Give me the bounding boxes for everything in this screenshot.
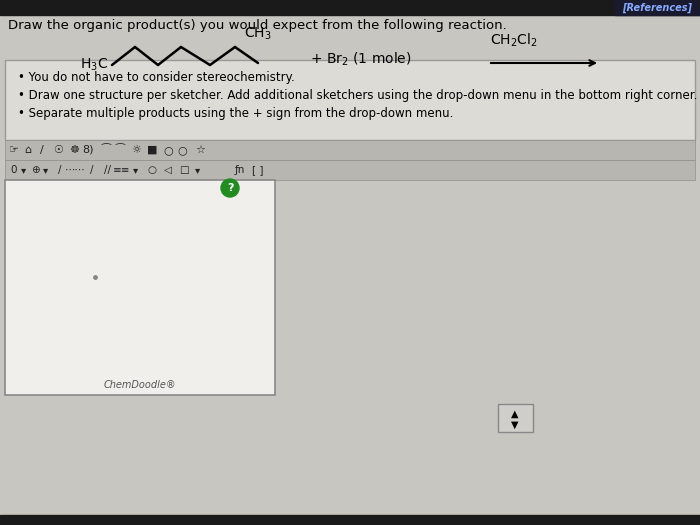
Text: ▲: ▲ (511, 409, 519, 419)
Bar (498, 404, 533, 432)
Text: ☉: ☉ (53, 145, 63, 155)
Text: //: // (104, 165, 111, 175)
Text: ⁀: ⁀ (102, 145, 111, 155)
Text: ⊕: ⊕ (31, 165, 39, 175)
Text: 8): 8) (83, 145, 94, 155)
Text: ☼: ☼ (131, 145, 141, 155)
Text: ƒn: ƒn (234, 165, 245, 175)
Text: • Separate multiple products using the + sign from the drop-down menu.: • Separate multiple products using the +… (18, 108, 454, 121)
Text: ○: ○ (148, 165, 157, 175)
Text: ⋯⋯: ⋯⋯ (64, 165, 85, 175)
Bar (0, 515, 700, 525)
Bar (5, 60, 695, 140)
Circle shape (221, 179, 239, 197)
Text: CH$_3$: CH$_3$ (244, 26, 272, 42)
Bar (615, 0, 700, 15)
Text: ◁: ◁ (164, 165, 172, 175)
Text: ○: ○ (177, 145, 187, 155)
Text: ▾: ▾ (22, 165, 27, 175)
Bar (5, 160, 695, 180)
Text: [ ]: [ ] (252, 165, 264, 175)
Text: [References]: [References] (622, 3, 692, 13)
Bar (5, 140, 695, 160)
Bar (5, 180, 275, 395)
Text: ☞: ☞ (9, 145, 19, 155)
Text: • Draw one structure per sketcher. Add additional sketchers using the drop-down : • Draw one structure per sketcher. Add a… (18, 89, 697, 102)
Text: 0: 0 (10, 165, 18, 175)
Text: ?: ? (227, 183, 233, 193)
Text: /: / (90, 165, 94, 175)
Text: □: □ (179, 165, 189, 175)
Text: ■: ■ (147, 145, 158, 155)
Text: /: / (58, 165, 62, 175)
Text: CH$_2$Cl$_2$: CH$_2$Cl$_2$ (490, 32, 538, 49)
Text: ☸: ☸ (69, 145, 79, 155)
Text: • You do not have to consider stereochemistry.: • You do not have to consider stereochem… (18, 71, 295, 85)
Text: ⌂: ⌂ (25, 145, 32, 155)
Text: ▾: ▾ (134, 165, 139, 175)
Text: ≡≡: ≡≡ (113, 165, 131, 175)
Text: + Br$_2$ (1 mole): + Br$_2$ (1 mole) (310, 50, 412, 68)
Text: ▼: ▼ (511, 420, 519, 430)
Text: ⁀: ⁀ (116, 145, 125, 155)
Text: ☆: ☆ (195, 145, 205, 155)
Text: /: / (40, 145, 44, 155)
Text: Draw the organic product(s) you would expect from the following reaction.: Draw the organic product(s) you would ex… (8, 18, 507, 31)
Text: ▾: ▾ (195, 165, 201, 175)
Text: ▾: ▾ (43, 165, 48, 175)
Bar (0, 0, 700, 15)
Text: H$_3$C: H$_3$C (80, 57, 108, 73)
Text: ○: ○ (163, 145, 173, 155)
Text: ChemDoodle®: ChemDoodle® (104, 380, 176, 390)
